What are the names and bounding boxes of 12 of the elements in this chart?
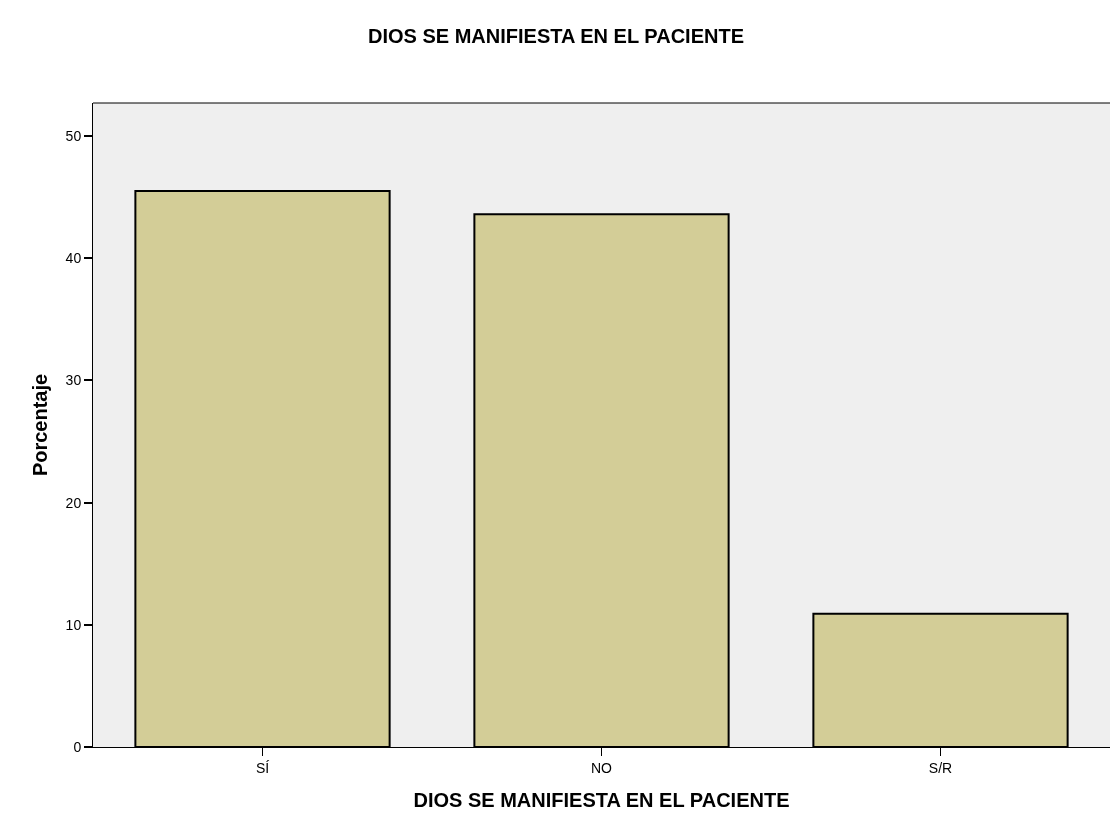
chart-title: DIOS SE MANIFIESTA EN EL PACIENTE <box>368 25 744 48</box>
x-tick-label: SÍ <box>255 759 270 776</box>
y-tick-label: 20 <box>65 494 82 511</box>
y-tick-label: 30 <box>65 372 82 389</box>
y-axis-title: Porcentaje <box>29 373 52 477</box>
y-tick-label: 50 <box>65 127 82 144</box>
x-tick-label: S/R <box>928 759 953 776</box>
y-tick-label: 10 <box>65 616 82 633</box>
y-tick-label: 40 <box>65 250 82 267</box>
x-axis-title: DIOS SE MANIFIESTA EN EL PACIENTE <box>413 789 790 812</box>
x-tick-label: NO <box>591 759 613 776</box>
y-tick-label: 0 <box>73 738 82 755</box>
